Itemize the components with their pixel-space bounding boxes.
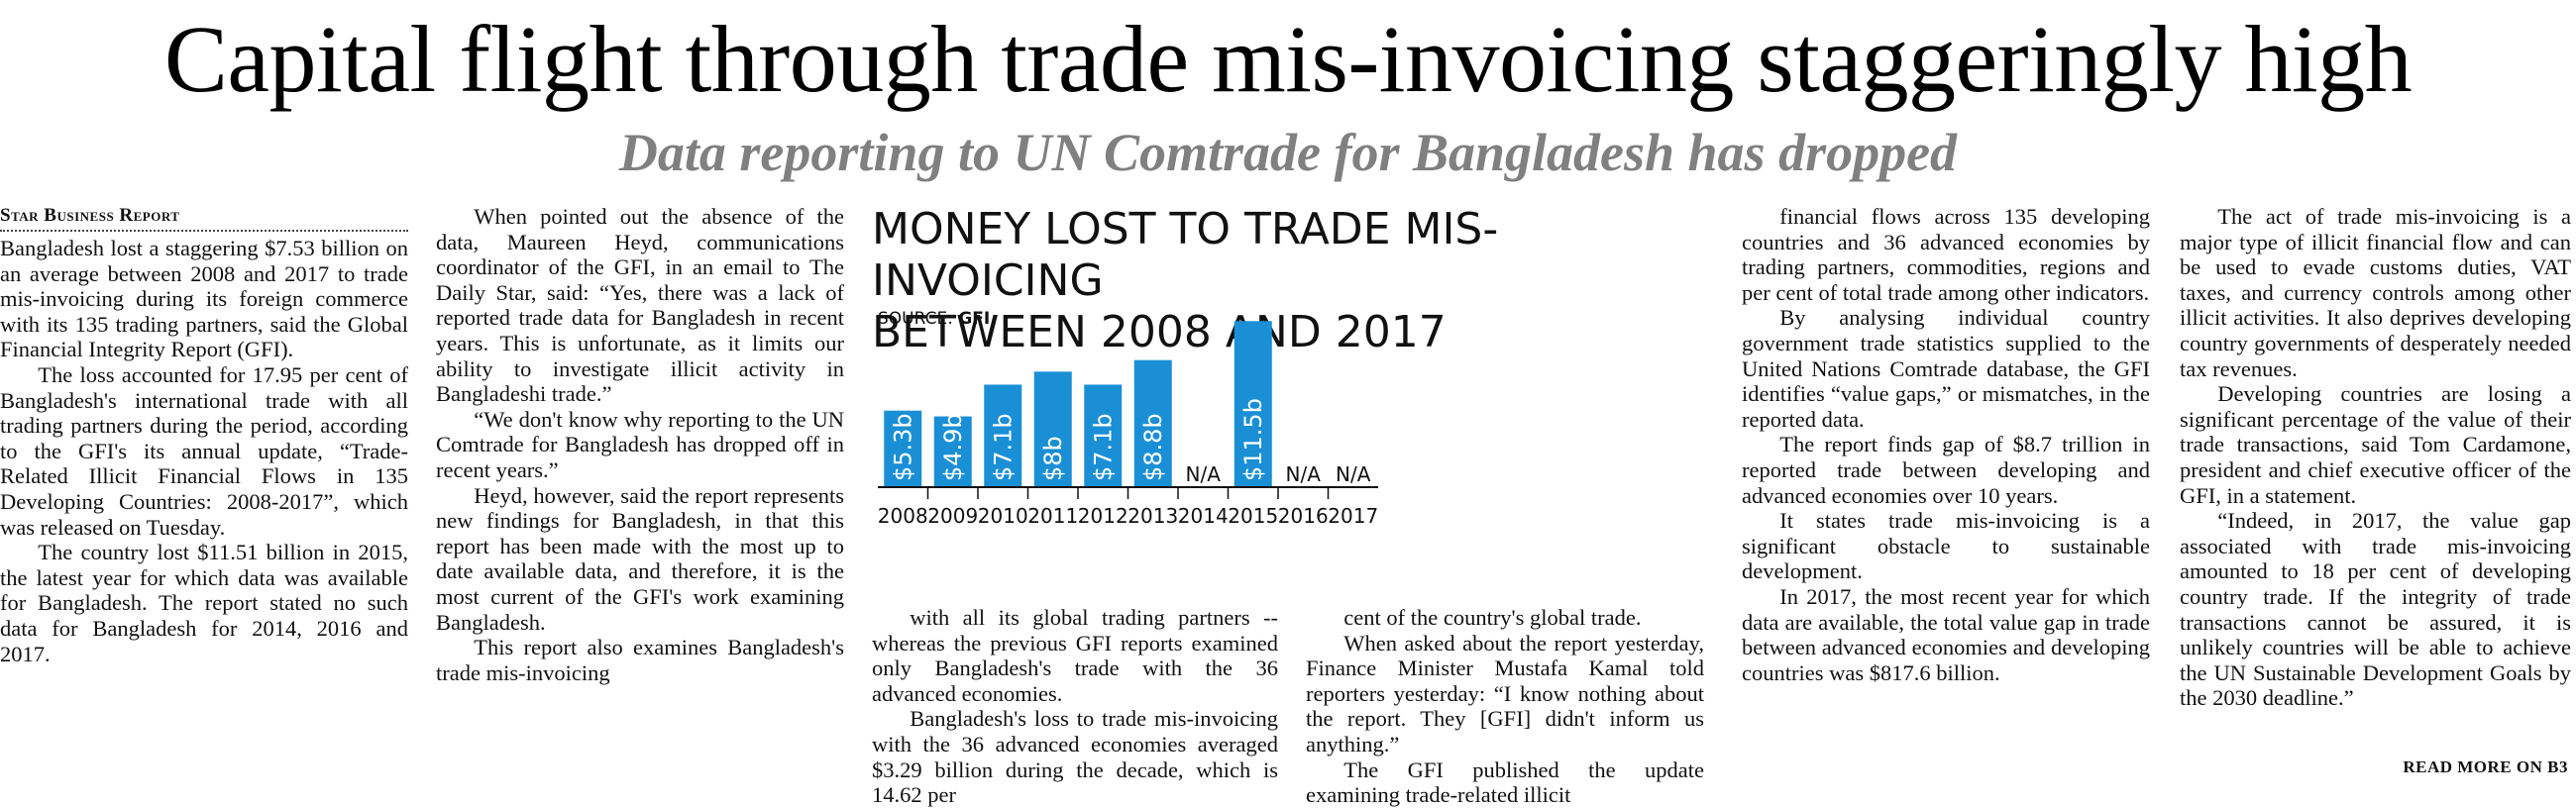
bar-value-label: $4.9b [939, 413, 967, 481]
x-tick-label: 2012 [1078, 504, 1128, 528]
x-tick-label: 2013 [1127, 504, 1178, 528]
article-column-2: When pointed out the absence of the data… [436, 204, 844, 685]
chart-plot: $5.3b 2008 $4.9b 2009 $7.1b 2010 $8b 2011 $7.1b 2… [878, 321, 1378, 528]
article-paragraph: with all its global trading partners -- … [872, 605, 1278, 706]
x-tick-label: 2009 [927, 504, 978, 528]
x-tick-label: 2017 [1328, 504, 1378, 528]
na-label: N/A [1336, 462, 1371, 486]
subheadline: Data reporting to UN Comtrade for Bangla… [618, 123, 1958, 182]
x-tick-label: 2015 [1228, 504, 1278, 528]
bar-value-label: $11.5b [1239, 398, 1267, 481]
article-paragraph: Bangladesh's loss to trade mis-invoicing… [872, 706, 1278, 808]
chart-source: SOURCE: GFI [878, 309, 990, 329]
article-paragraph: The act of trade mis-invoicing is a majo… [2180, 204, 2571, 381]
bar-value-label: $7.1b [1089, 413, 1117, 481]
na-label: N/A [1286, 462, 1322, 486]
article-paragraph: “Indeed, in 2017, the value gap associat… [2180, 508, 2571, 711]
bar-2013 [1133, 359, 1172, 487]
article-paragraph: financial flows across 135 developing co… [1742, 204, 2150, 305]
article-column-5: financial flows across 135 developing co… [1742, 204, 2150, 685]
article-paragraph: Heyd, however, said the report represent… [436, 482, 844, 635]
bar-value-label: $8.8b [1139, 413, 1167, 481]
article-paragraph: “We don't know why reporting to the UN C… [436, 406, 844, 482]
article-paragraph: When pointed out the absence of the data… [436, 204, 844, 407]
article-paragraph: The GFI published the update examining t… [1306, 757, 1704, 808]
article-paragraph: When asked about the report yesterday, F… [1306, 630, 1704, 757]
x-tick-label: 2011 [1027, 504, 1078, 528]
bar-value-label: $5.3b [889, 413, 916, 481]
chart-source-value: GFI [958, 309, 991, 329]
bar-2011 [1033, 371, 1072, 487]
x-tick-label: 2010 [978, 504, 1028, 528]
article-paragraph: cent of the country's global trade. [1343, 605, 1642, 630]
article-column-1: Star Business Report Bangladesh lost a s… [0, 204, 408, 666]
x-tick-label: 2008 [878, 504, 928, 528]
article-paragraph: This report also examines Bangladesh's t… [436, 635, 844, 685]
article-paragraph: By analysing individual country governme… [1742, 305, 2150, 432]
na-label: N/A [1186, 462, 1222, 486]
chart-title: MONEY LOST TO TRADE MIS-INVOICING BETWEE… [872, 204, 1684, 358]
headline: Capital flight through trade mis-invoici… [163, 6, 2413, 112]
article-paragraph: The country lost $11.51 billion in 2015,… [0, 540, 408, 666]
article-paragraph: Developing countries are losing a signif… [2180, 381, 2571, 508]
bar-2010 [984, 384, 1022, 487]
bar-chart: MONEY LOST TO TRADE MIS-INVOICING BETWEE… [872, 204, 1704, 600]
chart-title-line-1: MONEY LOST TO TRADE MIS-INVOICING [872, 204, 1499, 306]
article-paragraph: It states trade mis-invoicing is a signi… [1742, 508, 2150, 584]
x-tick-label: 2014 [1178, 504, 1229, 528]
x-tick-label: 2016 [1278, 504, 1329, 528]
bar-2015 [1234, 321, 1272, 487]
bar-2012 [1084, 384, 1123, 487]
chart-title-line-2: BETWEEN 2008 AND 2017 [872, 307, 1447, 357]
bar-2009 [933, 416, 972, 487]
bar-value-label: $8b [1039, 436, 1067, 481]
article-column-4: cent of the country's global trade. When … [1306, 605, 1704, 808]
byline: Star Business Report [0, 204, 408, 232]
article-column-3: with all its global trading partners -- … [872, 605, 1278, 808]
chart-source-label: SOURCE: [878, 309, 959, 329]
article-column-6: The act of trade mis-invoicing is a majo… [2180, 204, 2571, 711]
article-paragraph: The loss accounted for 17.95 per cent of… [0, 361, 408, 540]
bar-2008 [884, 410, 922, 487]
article-paragraph: In 2017, the most recent year for which … [1742, 583, 2150, 685]
article-paragraph: The report finds gap of $8.7 trillion in… [1742, 432, 2150, 508]
article-paragraph: Bangladesh lost a staggering $7.53 billi… [0, 236, 408, 362]
read-more-link[interactable]: READ MORE ON B3 [2403, 758, 2568, 776]
bar-value-label: $7.1b [989, 413, 1017, 481]
